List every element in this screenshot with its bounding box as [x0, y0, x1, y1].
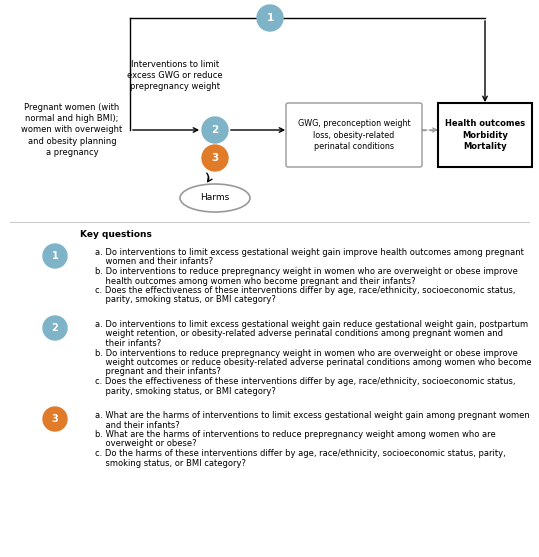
Text: b. What are the harms of interventions to reduce prepregnancy weight among women: b. What are the harms of interventions t…	[95, 430, 496, 439]
Text: GWG, preconception weight
loss, obesity-related
perinatal conditions: GWG, preconception weight loss, obesity-…	[298, 119, 410, 150]
Text: 1: 1	[266, 13, 274, 23]
Text: 3: 3	[211, 153, 219, 163]
Text: parity, smoking status, or BMI category?: parity, smoking status, or BMI category?	[95, 296, 276, 305]
Text: Key questions: Key questions	[80, 230, 152, 239]
Circle shape	[43, 244, 67, 268]
Text: b. Do interventions to reduce prepregnancy weight in women who are overweight or: b. Do interventions to reduce prepregnan…	[95, 349, 518, 358]
Text: weight outcomes or reduce obesity-related adverse perinatal conditions among wom: weight outcomes or reduce obesity-relate…	[95, 358, 531, 367]
Circle shape	[43, 316, 67, 340]
Text: overweight or obese?: overweight or obese?	[95, 439, 197, 448]
Text: c. Does the effectiveness of these interventions differ by age, race/ethnicity, : c. Does the effectiveness of these inter…	[95, 377, 515, 386]
Text: women and their infants?: women and their infants?	[95, 257, 213, 266]
Text: a. Do interventions to limit excess gestational weight gain reduce gestational w: a. Do interventions to limit excess gest…	[95, 320, 528, 329]
Circle shape	[202, 145, 228, 171]
Circle shape	[202, 117, 228, 143]
Text: Harms: Harms	[201, 193, 230, 203]
Text: 3: 3	[52, 414, 58, 424]
Text: a. Do interventions to limit excess gestational weight gain improve health outco: a. Do interventions to limit excess gest…	[95, 248, 524, 257]
Circle shape	[43, 407, 67, 431]
Text: b. Do interventions to reduce prepregnancy weight in women who are overweight or: b. Do interventions to reduce prepregnan…	[95, 267, 518, 276]
Text: 1: 1	[52, 251, 58, 261]
Text: c. Does the effectiveness of these interventions differ by age, race/ethnicity, : c. Does the effectiveness of these inter…	[95, 286, 515, 295]
Text: weight retention, or obesity-related adverse perinatal conditions among pregnant: weight retention, or obesity-related adv…	[95, 330, 503, 339]
Text: Pregnant women (with
normal and high BMI);
women with overweight
and obesity pla: Pregnant women (with normal and high BMI…	[22, 103, 123, 157]
Text: Interventions to limit
excess GWG or reduce
prepregnancy weight: Interventions to limit excess GWG or red…	[127, 60, 223, 91]
Circle shape	[257, 5, 283, 31]
Text: and their infants?: and their infants?	[95, 421, 179, 429]
Text: pregnant and their infants?: pregnant and their infants?	[95, 368, 221, 377]
Text: their infants?: their infants?	[95, 339, 161, 348]
Text: c. Do the harms of these interventions differ by age, race/ethnicity, socioecono: c. Do the harms of these interventions d…	[95, 449, 506, 458]
FancyBboxPatch shape	[438, 103, 532, 167]
Text: smoking status, or BMI category?: smoking status, or BMI category?	[95, 458, 246, 467]
Text: Health outcomes
Morbidity
Mortality: Health outcomes Morbidity Mortality	[445, 119, 525, 152]
Text: 2: 2	[211, 125, 219, 135]
Text: parity, smoking status, or BMI category?: parity, smoking status, or BMI category?	[95, 387, 276, 395]
Text: health outcomes among women who become pregnant and their infants?: health outcomes among women who become p…	[95, 276, 416, 286]
FancyBboxPatch shape	[286, 103, 422, 167]
Text: a. What are the harms of interventions to limit excess gestational weight gain a: a. What are the harms of interventions t…	[95, 411, 530, 420]
Text: 2: 2	[52, 323, 58, 333]
